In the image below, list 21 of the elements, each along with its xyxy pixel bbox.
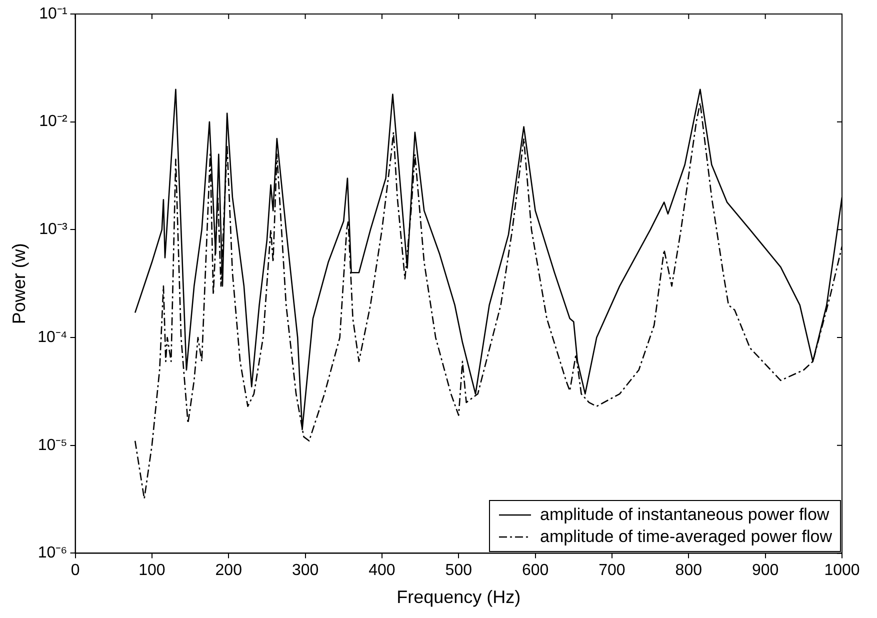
y-tick-label: 10⁻³ bbox=[39, 221, 68, 238]
x-tick-label: 400 bbox=[368, 562, 396, 580]
x-tick-label: 200 bbox=[215, 562, 242, 580]
x-axis-title: Frequency (Hz) bbox=[396, 587, 521, 608]
x-tick-label: 600 bbox=[522, 562, 549, 580]
x-tick-label: 100 bbox=[138, 562, 166, 580]
x-tick-label: 300 bbox=[292, 562, 319, 580]
x-tick-label: 1000 bbox=[824, 562, 860, 580]
legend-label: amplitude of time-averaged power flow bbox=[540, 526, 832, 548]
x-tick-label: 0 bbox=[70, 562, 80, 580]
x-tick-label: 900 bbox=[752, 562, 779, 580]
y-tick-label: 10⁻² bbox=[39, 113, 68, 130]
x-tick-label: 700 bbox=[598, 562, 626, 580]
x-tick-label: 500 bbox=[445, 562, 472, 580]
legend-label: amplitude of instantaneous power flow bbox=[540, 504, 830, 526]
y-tick-label: 10⁻⁶ bbox=[38, 544, 68, 562]
y-tick-label: 10⁻⁵ bbox=[38, 436, 68, 454]
y-tick-label: 10⁻⁴ bbox=[38, 328, 68, 346]
y-tick-label: 10⁻¹ bbox=[39, 5, 68, 22]
x-tick-label: 800 bbox=[675, 562, 702, 580]
y-axis-title: Power (w) bbox=[8, 243, 29, 324]
